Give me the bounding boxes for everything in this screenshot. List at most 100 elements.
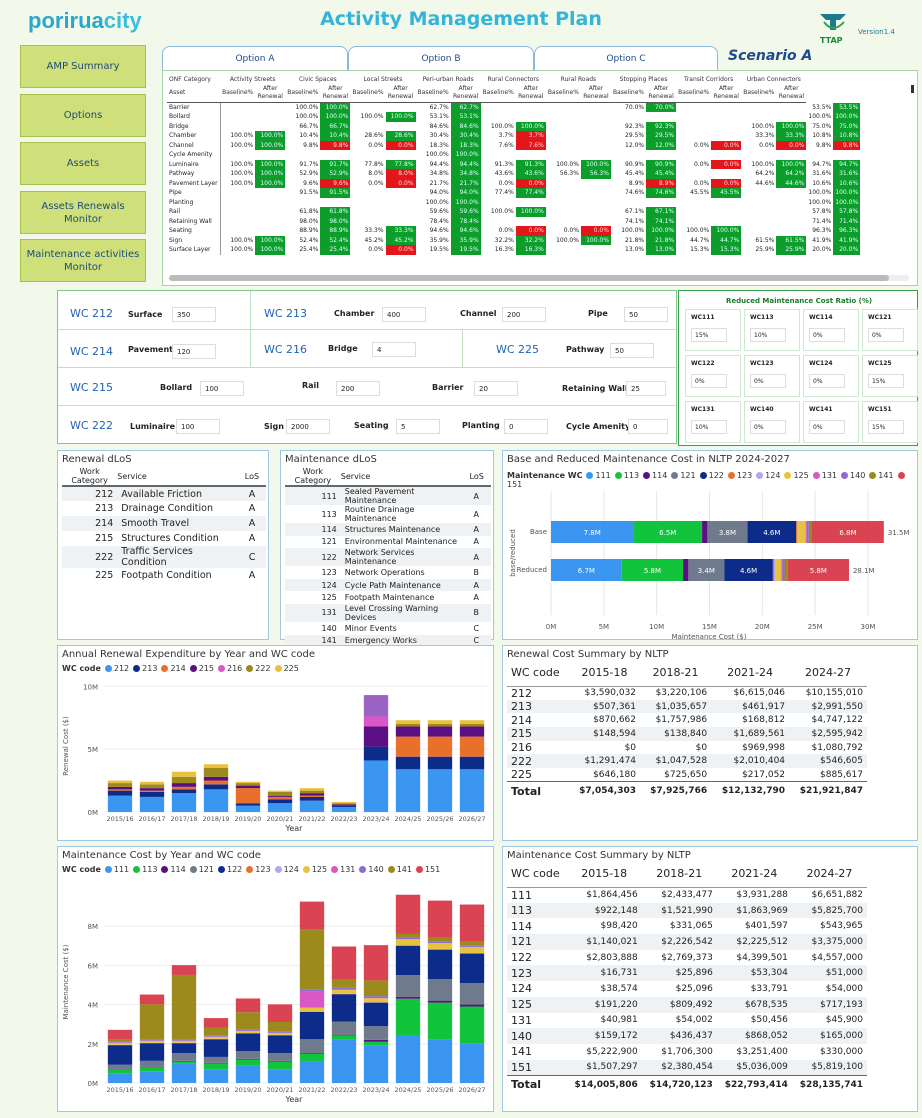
bar-segment-214[interactable] xyxy=(139,790,165,792)
bar-segment-111[interactable] xyxy=(331,1039,357,1083)
bar-segment-151[interactable] xyxy=(267,1004,293,1023)
bar-segment-114[interactable] xyxy=(395,996,421,999)
ratio-input[interactable]: 0% xyxy=(750,420,786,434)
bar-segment-140[interactable] xyxy=(299,989,325,992)
bar-segment-121[interactable] xyxy=(395,975,421,997)
bar-segment-111[interactable] xyxy=(551,521,634,543)
column-header[interactable]: WC code xyxy=(507,660,569,687)
bar-segment-125[interactable] xyxy=(107,1042,133,1045)
bar-segment-213[interactable] xyxy=(363,746,389,761)
bar-segment-121[interactable] xyxy=(171,1052,197,1061)
bar-segment-151[interactable] xyxy=(363,945,389,981)
bar-segment-213[interactable] xyxy=(107,790,133,796)
bar-segment-215[interactable] xyxy=(395,726,421,737)
bar-segment-121[interactable] xyxy=(331,1021,357,1036)
bar-segment-125[interactable] xyxy=(798,521,806,543)
bar-segment-222[interactable] xyxy=(267,791,293,796)
bar-segment-140[interactable] xyxy=(459,945,485,947)
column-header[interactable]: 2021-24 xyxy=(716,861,792,888)
bar-segment-212[interactable] xyxy=(235,805,261,812)
tab-option-b[interactable]: Option B xyxy=(348,46,534,70)
bar-segment-121[interactable] xyxy=(203,1056,229,1063)
bar-segment-140[interactable] xyxy=(171,1039,197,1041)
bar-segment-151[interactable] xyxy=(811,521,884,543)
bar-segment-151[interactable] xyxy=(427,900,453,938)
bar-segment-113[interactable] xyxy=(139,1067,165,1072)
bar-segment-122[interactable] xyxy=(459,953,485,983)
planting-input[interactable]: 0 xyxy=(504,419,548,434)
bar-segment-225[interactable] xyxy=(459,720,485,724)
bar-segment-113[interactable] xyxy=(427,1002,453,1040)
ratio-input[interactable]: 0% xyxy=(868,328,904,342)
nav-amp-summary[interactable]: AMP Summary xyxy=(20,45,146,88)
cycle-amenity-input[interactable]: 0 xyxy=(628,419,668,434)
bar-segment-215[interactable] xyxy=(235,785,261,789)
bar-segment-215[interactable] xyxy=(171,783,197,787)
bar-segment-215[interactable] xyxy=(299,793,325,796)
bar-segment-141[interactable] xyxy=(235,1012,261,1030)
bar-segment-225[interactable] xyxy=(267,790,293,792)
bar-segment-213[interactable] xyxy=(427,756,453,770)
bar-segment-124[interactable] xyxy=(773,559,776,581)
seating-input[interactable]: 5 xyxy=(396,419,440,434)
bar-segment-122[interactable] xyxy=(331,994,357,1022)
bar-segment-111[interactable] xyxy=(363,1045,389,1083)
bar-segment-122[interactable] xyxy=(107,1045,133,1065)
bar-segment-131[interactable] xyxy=(805,521,807,543)
bar-segment-114[interactable] xyxy=(427,1000,453,1003)
bar-segment-215[interactable] xyxy=(139,788,165,791)
pathway-input[interactable]: 50 xyxy=(610,343,654,358)
bar-segment-125[interactable] xyxy=(395,939,421,946)
bar-segment-140[interactable] xyxy=(203,1035,229,1037)
bar-segment-213[interactable] xyxy=(235,803,261,806)
bar-segment-122[interactable] xyxy=(171,1043,197,1053)
column-header[interactable]: 2018-21 xyxy=(641,861,717,888)
bar-segment-114[interactable] xyxy=(171,1060,197,1062)
bar-segment-114[interactable] xyxy=(299,1052,325,1054)
bar-segment-121[interactable] xyxy=(107,1064,133,1069)
bar-segment-121[interactable] xyxy=(363,1026,389,1040)
bar-segment-114[interactable] xyxy=(235,1058,261,1060)
bar-segment-125[interactable] xyxy=(427,943,453,950)
bar-segment-113[interactable] xyxy=(299,1053,325,1062)
tab-option-c[interactable]: Option C xyxy=(534,46,718,70)
bar-segment-214[interactable] xyxy=(395,736,421,757)
bar-segment-125[interactable] xyxy=(299,1007,325,1012)
bar-segment-125[interactable] xyxy=(331,989,357,994)
bar-segment-212[interactable] xyxy=(331,806,357,812)
ratio-input[interactable]: 0% xyxy=(809,374,845,388)
ratio-input[interactable]: 0% xyxy=(809,328,845,342)
column-header[interactable]: 2015-18 xyxy=(568,660,641,687)
bar-segment-225[interactable] xyxy=(427,720,453,724)
bar-segment-125[interactable] xyxy=(235,1031,261,1033)
surface-input[interactable]: 350 xyxy=(172,307,216,322)
pipe-input[interactable]: 50 xyxy=(624,307,668,322)
bar-segment-212[interactable] xyxy=(363,760,389,812)
bar-segment-213[interactable] xyxy=(395,756,421,770)
bar-segment-122[interactable] xyxy=(395,945,421,976)
bar-segment-222[interactable] xyxy=(107,783,133,787)
bar-segment-111[interactable] xyxy=(235,1065,261,1083)
bar-segment-213[interactable] xyxy=(203,784,229,790)
bar-segment-212[interactable] xyxy=(267,803,293,812)
rail-input[interactable]: 200 xyxy=(336,381,380,396)
bar-segment-114[interactable] xyxy=(702,521,708,543)
bar-segment-213[interactable] xyxy=(331,805,357,807)
column-header[interactable]: Service xyxy=(117,467,245,487)
bar-segment-151[interactable] xyxy=(331,946,357,980)
bar-segment-125[interactable] xyxy=(203,1036,229,1039)
bar-segment-213[interactable] xyxy=(139,791,165,797)
bar-segment-215[interactable] xyxy=(107,786,133,790)
bar-segment-121[interactable] xyxy=(235,1051,261,1059)
bollard-input[interactable]: 100 xyxy=(200,381,244,396)
column-header[interactable]: LoS xyxy=(244,467,266,487)
bar-segment-225[interactable] xyxy=(299,788,325,791)
bridge-input[interactable]: 4 xyxy=(372,342,416,357)
column-header[interactable]: 2021-24 xyxy=(711,660,790,687)
bar-segment-113[interactable] xyxy=(203,1063,229,1070)
bar-segment-113[interactable] xyxy=(331,1035,357,1040)
column-header[interactable]: LoS xyxy=(469,467,491,487)
bar-segment-141[interactable] xyxy=(139,1004,165,1040)
bar-segment-121[interactable] xyxy=(427,979,453,1001)
bar-segment-225[interactable] xyxy=(235,781,261,784)
